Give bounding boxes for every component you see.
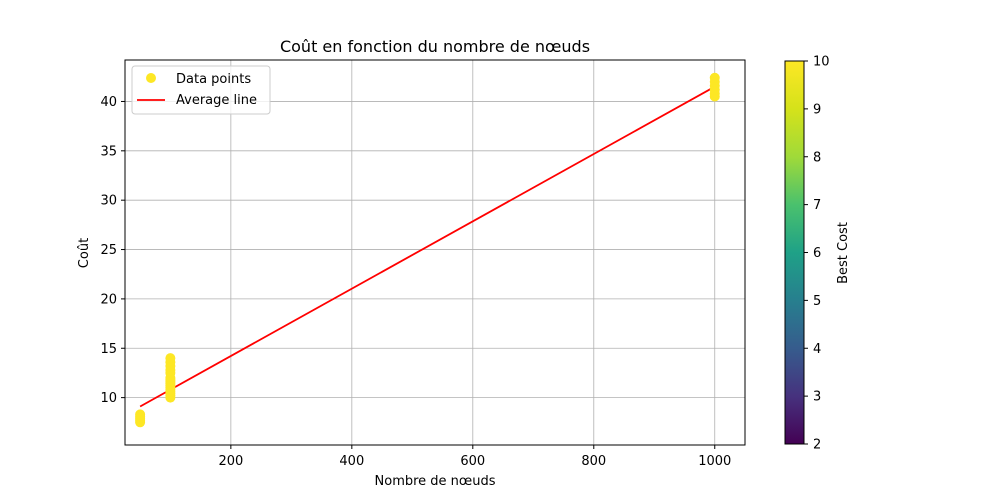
average-line-layer [139, 85, 716, 408]
legend-frame [131, 65, 271, 115]
legend: Data points Average line [131, 65, 271, 115]
y-tick-label: 20 [100, 292, 117, 307]
x-axis-label: Nombre de nœuds [375, 474, 496, 489]
x-axis-ticks: 200 400 600 800 1000 [218, 445, 731, 469]
colorbar-tick-label: 3 [813, 390, 821, 405]
x-tick-label: 800 [581, 454, 606, 469]
y-axis-label: Coût [77, 238, 92, 268]
colorbar: 2 3 4 5 6 7 8 9 10 Best Cost [784, 55, 851, 453]
plot-frame [124, 59, 746, 446]
colorbar-ticks: 2 3 4 5 6 7 8 9 10 [804, 55, 830, 453]
y-tick-label: 15 [100, 342, 117, 357]
colorbar-label: Best Cost [836, 222, 851, 284]
colorbar-tick-label: 2 [813, 438, 821, 453]
y-tick-label: 30 [100, 194, 117, 209]
x-tick-label: 1000 [698, 454, 731, 469]
plot-area [125, 60, 745, 445]
y-axis-ticks: 10 15 20 25 30 35 40 [100, 95, 125, 406]
legend-label-data-points: Data points [176, 72, 251, 87]
colorbar-tick-label: 9 [813, 102, 821, 117]
x-tick-label: 200 [218, 454, 243, 469]
data-point [165, 353, 176, 364]
colorbar-tick-label: 6 [813, 246, 821, 261]
legend-label-average-line: Average line [176, 93, 257, 108]
colorbar-tick-label: 8 [813, 150, 821, 165]
data-point [709, 72, 720, 83]
y-tick-label: 35 [100, 144, 117, 159]
data-points-layer [135, 72, 720, 428]
y-tick-label: 25 [100, 243, 117, 258]
y-tick-label: 10 [100, 391, 117, 406]
x-tick-label: 600 [460, 454, 485, 469]
y-tick-label: 40 [100, 95, 117, 110]
average-line [139, 85, 716, 408]
data-point [135, 409, 146, 420]
colorbar-gradient [784, 60, 805, 445]
x-tick-label: 400 [339, 454, 364, 469]
chart-title: Coût en fonction du nombre de nœuds [280, 37, 590, 56]
colorbar-tick-label: 7 [813, 198, 821, 213]
legend-scatter-marker [146, 73, 156, 83]
colorbar-tick-label: 5 [813, 294, 821, 309]
colorbar-tick-label: 10 [813, 55, 830, 70]
colorbar-tick-label: 4 [813, 342, 821, 357]
